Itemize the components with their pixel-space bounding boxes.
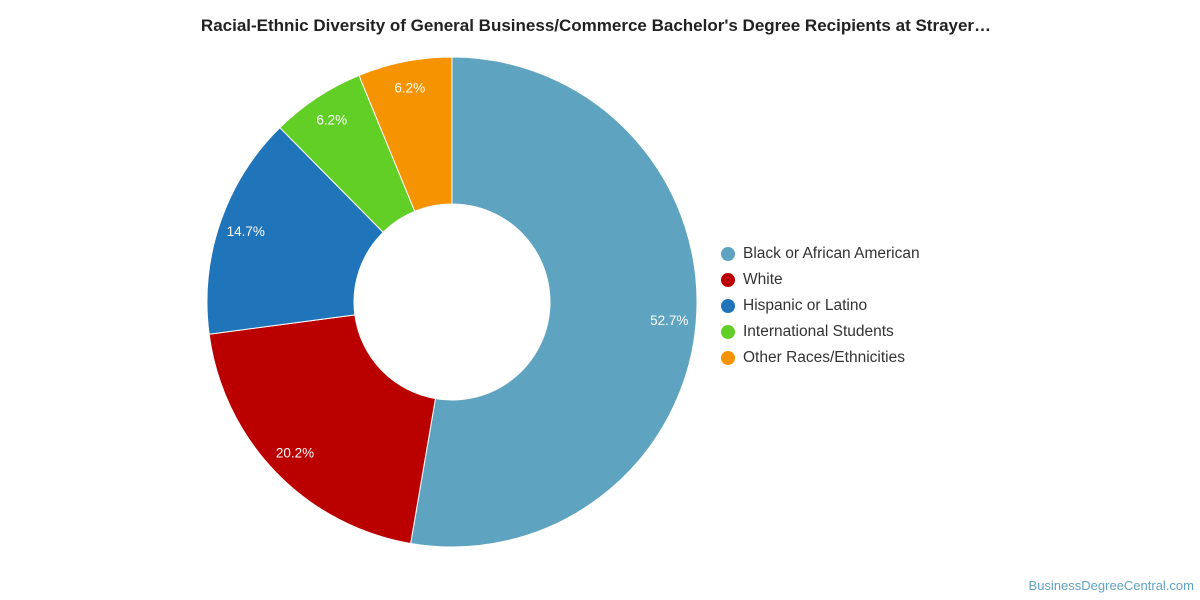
slice-hispanic-or-latino[interactable] — [206, 126, 384, 335]
legend-item-hispanic-or-latino[interactable]: Hispanic or Latino — [721, 293, 920, 319]
legend-swatch — [721, 351, 735, 365]
legend-item-black-or-african-american[interactable]: Black or African American — [721, 241, 920, 267]
legend-label: Other Races/Ethnicities — [743, 349, 905, 366]
legend-item-other-races-ethnicities[interactable]: Other Races/Ethnicities — [721, 345, 920, 371]
legend-swatch — [721, 247, 735, 261]
slice-label-black-or-african-american: 52.7% — [650, 313, 688, 328]
legend-label: International Students — [743, 323, 894, 340]
legend-swatch — [721, 273, 735, 287]
legend-label: White — [743, 271, 783, 288]
chart-legend: Black or African American White Hispanic o… — [721, 241, 920, 371]
legend-label: Black or African American — [743, 245, 920, 262]
slice-label-international-students: 6.2% — [316, 113, 347, 128]
legend-item-international-students[interactable]: International Students — [721, 319, 920, 345]
legend-item-white[interactable]: White — [721, 267, 920, 293]
source-credit[interactable]: BusinessDegreeCentral.com — [1028, 578, 1194, 593]
legend-swatch — [721, 299, 735, 313]
chart-title: Racial-Ethnic Diversity of General Busin… — [200, 16, 992, 35]
legend-swatch — [721, 325, 735, 339]
slice-other-races-ethnicities[interactable] — [358, 56, 453, 212]
slice-label-white: 20.2% — [276, 446, 314, 461]
slice-label-other-races-ethnicities: 6.2% — [394, 81, 425, 96]
legend-label: Hispanic or Latino — [743, 297, 868, 314]
slice-white[interactable] — [208, 314, 437, 545]
slice-black-or-african-american[interactable] — [410, 56, 698, 548]
slice-label-hispanic-or-latino: 14.7% — [227, 224, 265, 239]
